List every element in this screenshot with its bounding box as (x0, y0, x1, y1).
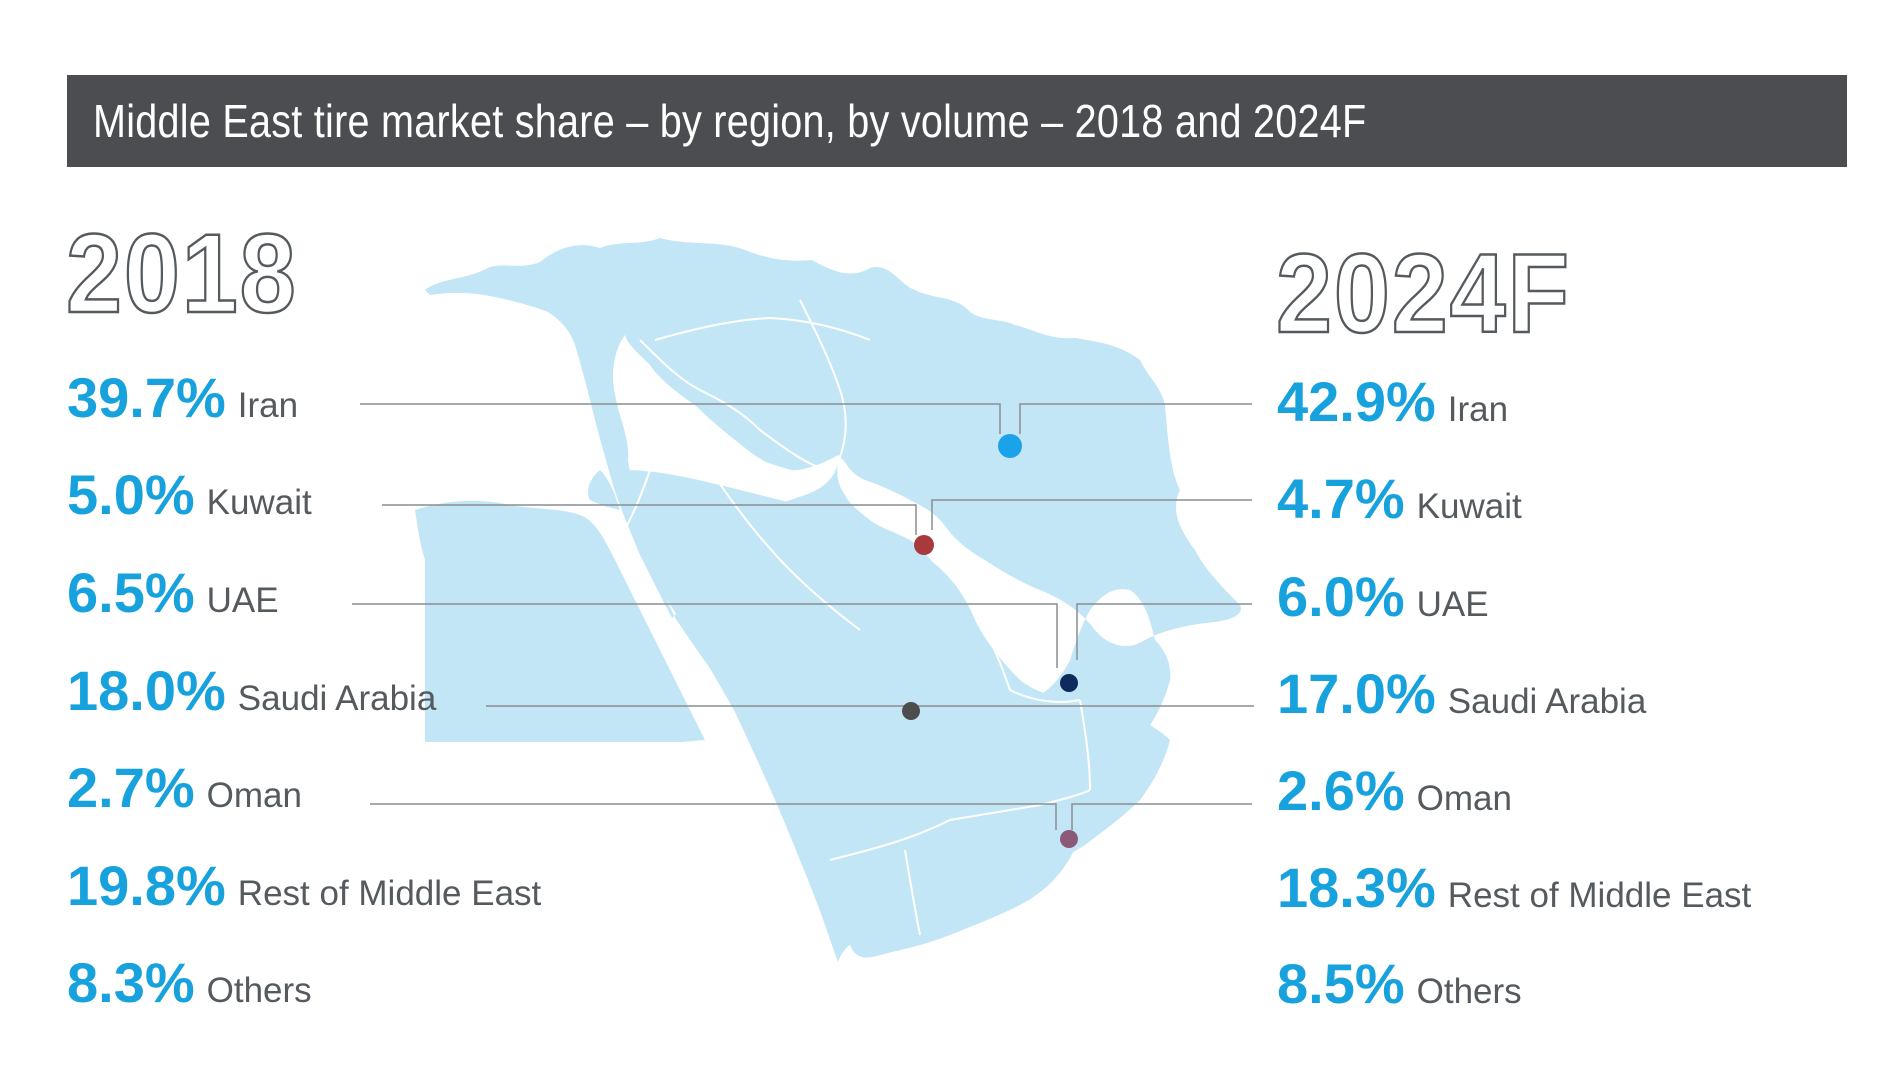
left-saudi-arabia-label: Saudi Arabia (237, 679, 437, 718)
chart-title: Middle East tire market share – by regio… (93, 95, 1367, 147)
right-row-saudi-arabia: 17.0% Saudi Arabia (1277, 666, 1646, 722)
right-oman-label: Oman (1416, 779, 1512, 818)
right-saudi-arabia-label: Saudi Arabia (1447, 682, 1647, 721)
left-row-rest-of-middle-east: 19.8% Rest of Middle East (67, 858, 541, 914)
marker-iran (998, 434, 1022, 458)
year-2024f-heading: 2024F (1275, 231, 1571, 356)
market-markers (902, 434, 1078, 848)
left-oman-percent: 2.7% (67, 756, 195, 819)
marker-kuwait (914, 535, 934, 555)
leader-line-iran (360, 403, 1001, 434)
left-kuwait-label: Kuwait (206, 483, 312, 522)
arabian-peninsula (622, 470, 1170, 962)
left-saudi-arabia-percent: 18.0% (67, 659, 226, 722)
left-row-uae: 6.5% UAE (67, 565, 279, 621)
right-uae-label: UAE (1416, 585, 1489, 624)
marker-uae (1060, 674, 1078, 692)
leader-lines (352, 403, 1254, 830)
right-others-label: Others (1416, 972, 1522, 1011)
left-uae-label: UAE (206, 581, 279, 620)
left-kuwait-percent: 5.0% (67, 463, 195, 526)
leader-line-oman-right (1071, 803, 1252, 830)
left-others-percent: 8.3% (67, 951, 195, 1014)
right-iran-label: Iran (1447, 390, 1509, 429)
right-row-rest-of-middle-east: 18.3% Rest of Middle East (1277, 860, 1751, 916)
left-iran-label: Iran (237, 386, 299, 425)
land-masses (415, 238, 1241, 962)
left-rest-of-middle-east-percent: 19.8% (67, 854, 226, 917)
right-iran-percent: 42.9% (1277, 370, 1436, 433)
left-row-oman: 2.7% Oman (67, 760, 302, 816)
leader-line-uae (352, 603, 1058, 668)
chart-title-bar: Middle East tire market share – by regio… (67, 75, 1847, 167)
marker-saudi-arabia (902, 702, 920, 720)
right-oman-percent: 2.6% (1277, 759, 1405, 822)
left-oman-label: Oman (206, 776, 302, 815)
egypt (415, 500, 705, 742)
left-rest-of-middle-east-label: Rest of Middle East (237, 874, 542, 913)
right-row-oman: 2.6% Oman (1277, 763, 1512, 819)
leader-line-iran-right (1019, 403, 1252, 434)
right-row-iran: 42.9% Iran (1277, 374, 1508, 430)
year-2018-heading: 2018 (65, 211, 298, 336)
right-saudi-arabia-percent: 17.0% (1277, 662, 1436, 725)
left-iran-percent: 39.7% (67, 366, 226, 429)
right-row-uae: 6.0% UAE (1277, 569, 1489, 625)
left-row-others: 8.3% Others (67, 955, 312, 1011)
left-row-iran: 39.7% Iran (67, 370, 298, 426)
marker-oman (1060, 830, 1078, 848)
left-row-kuwait: 5.0% Kuwait (67, 467, 312, 523)
right-kuwait-label: Kuwait (1416, 487, 1522, 526)
leader-line-kuwait (382, 504, 917, 535)
leader-line-uae-right (1076, 603, 1252, 660)
left-row-saudi-arabia: 18.0% Saudi Arabia (67, 663, 436, 719)
right-kuwait-percent: 4.7% (1277, 467, 1405, 530)
right-row-kuwait: 4.7% Kuwait (1277, 471, 1522, 527)
left-others-label: Others (206, 971, 312, 1010)
leader-line-kuwait-right (931, 499, 1252, 530)
sinai-levant-strip (588, 470, 620, 510)
left-uae-percent: 6.5% (67, 561, 195, 624)
right-rest-of-middle-east-percent: 18.3% (1277, 856, 1436, 919)
right-uae-percent: 6.0% (1277, 565, 1405, 628)
right-others-percent: 8.5% (1277, 952, 1405, 1015)
right-row-others: 8.5% Others (1277, 956, 1522, 1012)
leader-line-oman (370, 803, 1057, 830)
country-borders (619, 299, 1091, 936)
right-rest-of-middle-east-label: Rest of Middle East (1447, 876, 1752, 915)
